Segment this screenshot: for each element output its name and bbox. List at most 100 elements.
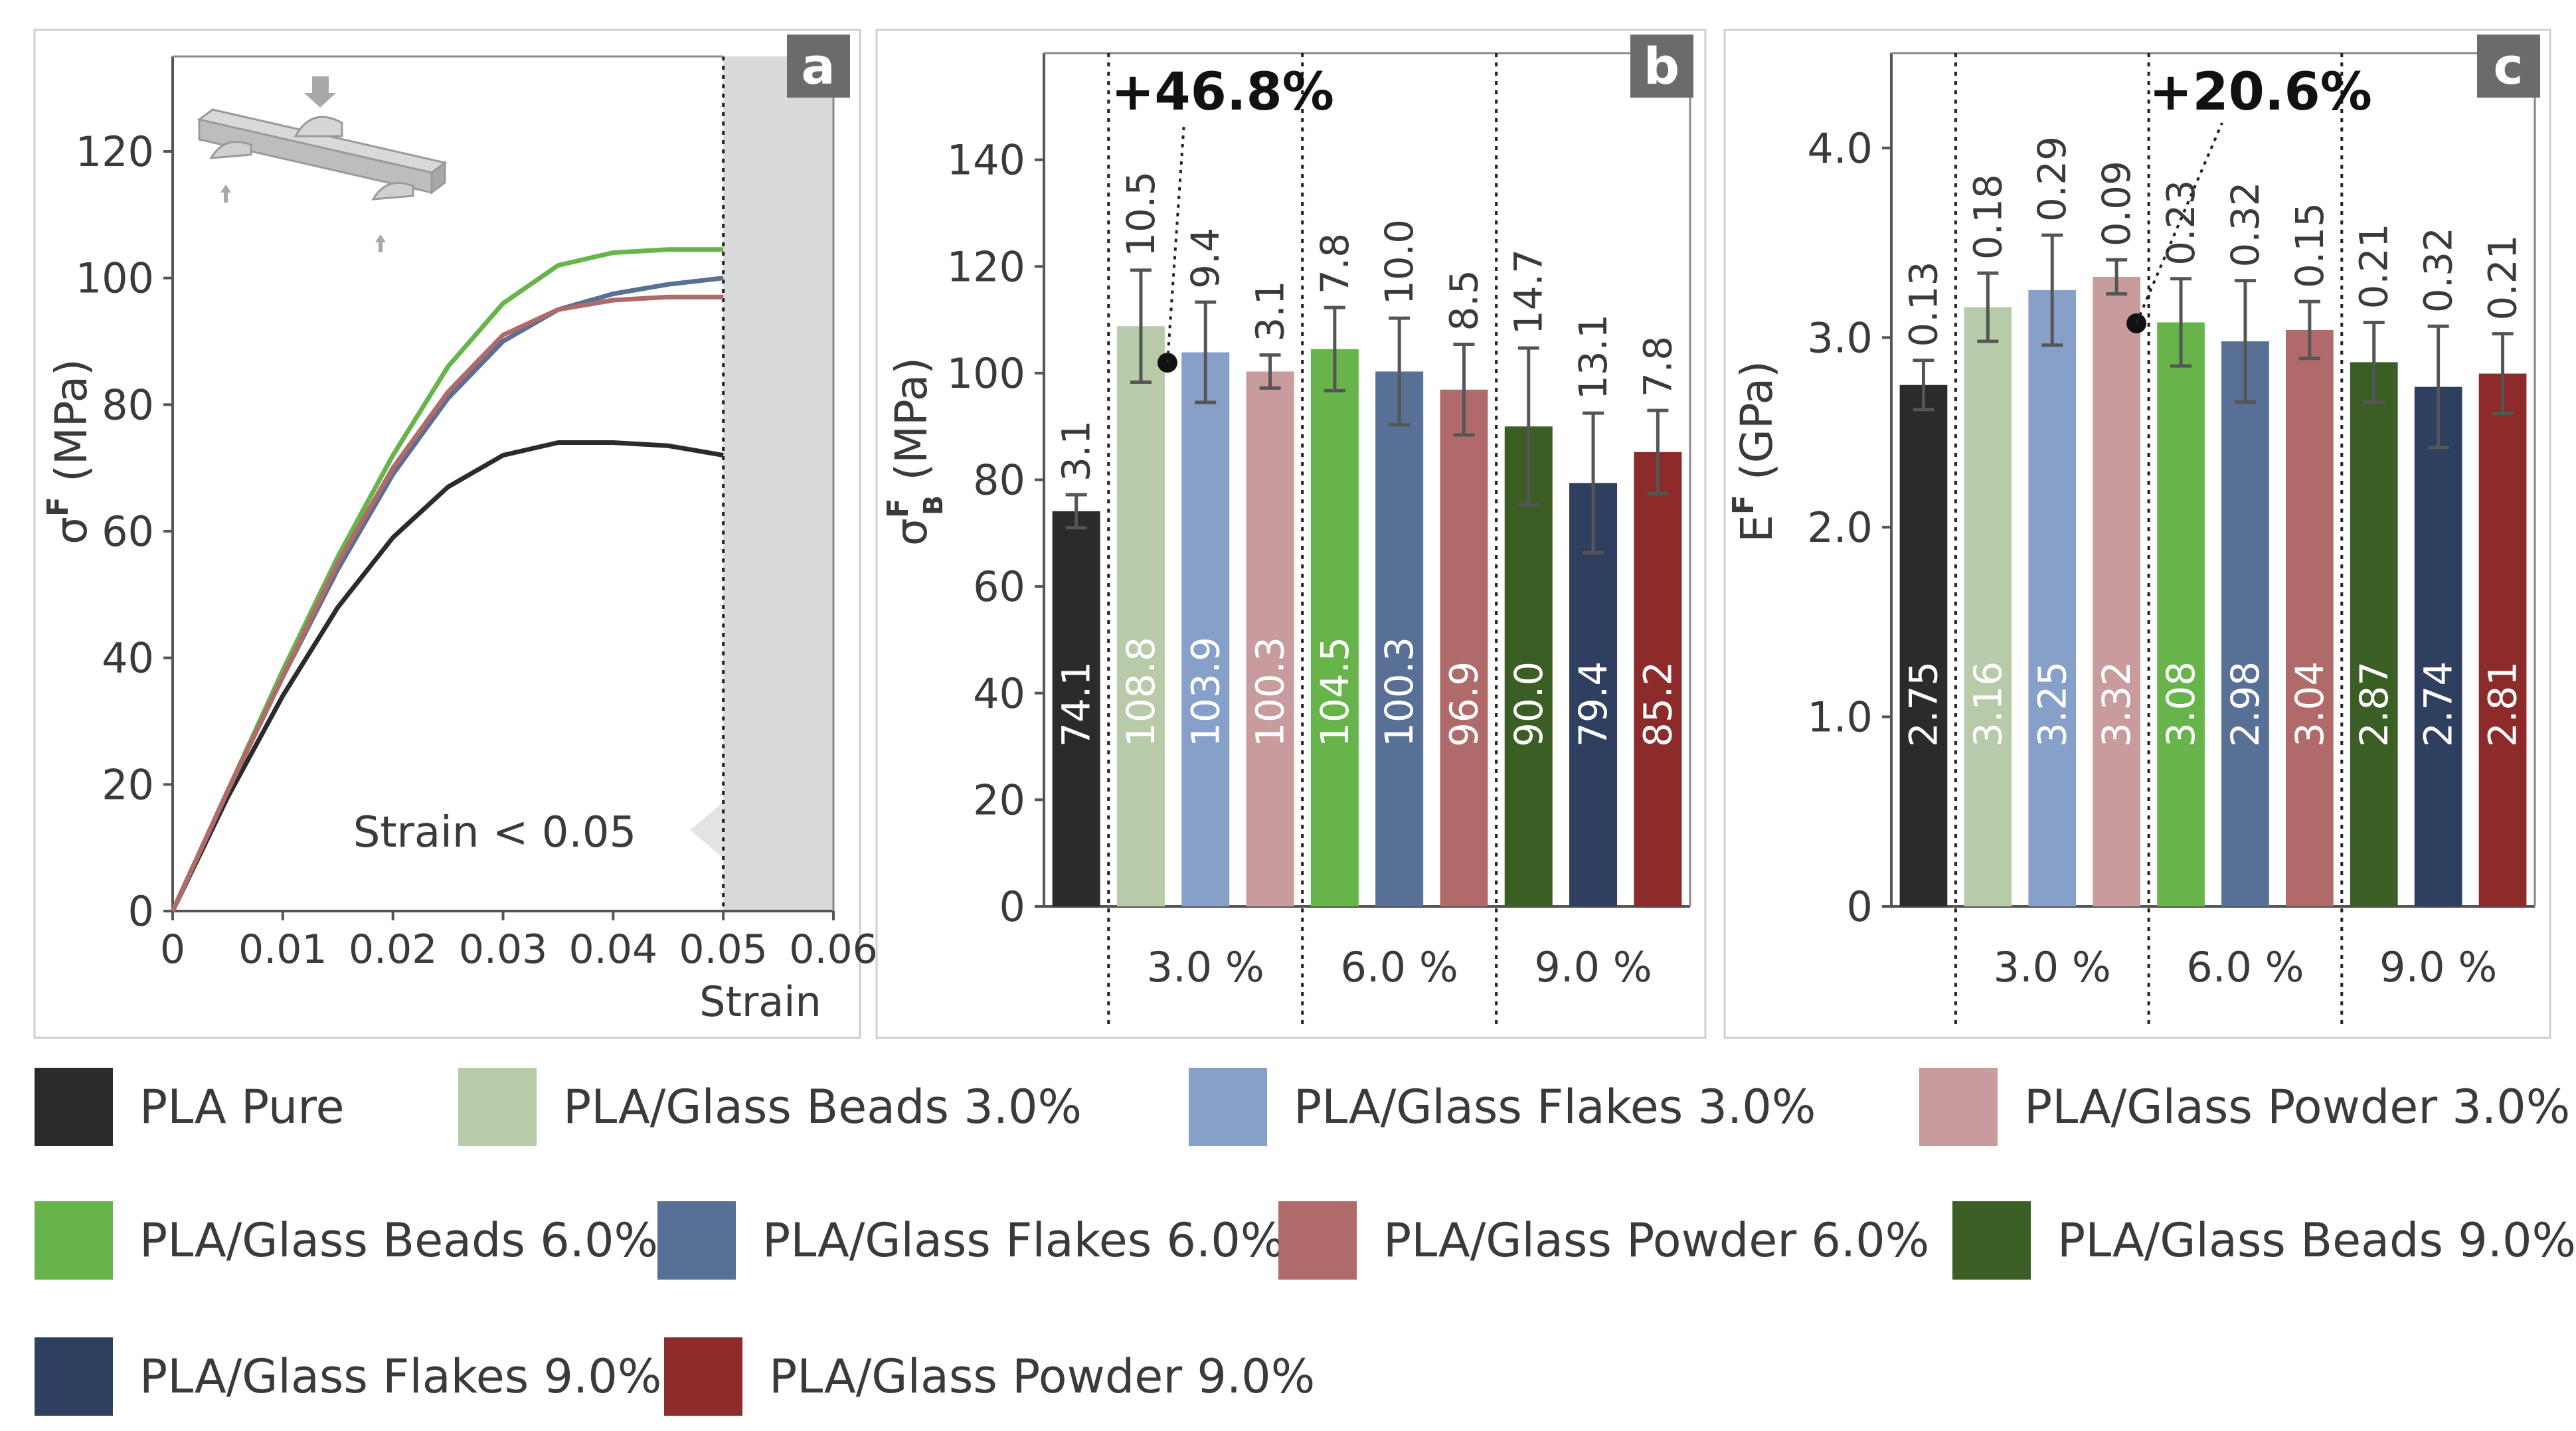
bar-value-label: 3.04 (2287, 661, 2332, 747)
y-tick-label: 40 (973, 669, 1025, 718)
y-axis-label: σF(MPa) (41, 359, 97, 545)
bar (1440, 389, 1488, 906)
bar-value-label: 90.0 (1506, 661, 1551, 747)
bar-value-label: 2.75 (1901, 661, 1946, 747)
panel-b-frame (875, 29, 1707, 1039)
group-label: 9.0 % (1534, 943, 1652, 991)
panel-c-bar-chart: 0 1.0 2.0 3.0 4.0 EF(GPa) 3.0 % 6.0 % 9.0 % 2.75 0… (1727, 35, 2540, 1026)
series-line (170, 440, 724, 912)
bar-value-label: 2.98 (2223, 661, 2268, 747)
bar-value-label: 2.74 (2416, 661, 2461, 747)
bar-error-label: 0.32 (2416, 227, 2461, 313)
bar-error-label: 7.8 (1312, 233, 1357, 294)
y-tick-label: 120 (947, 242, 1025, 291)
panel-tag-a: a (801, 37, 835, 96)
bar-value-label: 96.9 (1441, 661, 1486, 747)
bar (1899, 384, 1948, 906)
bar (1375, 371, 1424, 906)
bar-value-label: 100.3 (1377, 637, 1422, 747)
y-tick-label: 0 (1847, 883, 1873, 931)
y-tick-label: 20 (973, 776, 1025, 824)
bar-value-label: 85.2 (1635, 661, 1680, 747)
bar (1310, 349, 1359, 906)
x-tick-label: 0.05 (679, 926, 768, 973)
panel-tag-a-bg (787, 35, 850, 98)
y-tick-label: 100 (76, 254, 154, 303)
y-tick-label: 140 (947, 136, 1025, 185)
panel-tag-b-bg (1630, 35, 1693, 98)
bar-value-label: 100.3 (1248, 637, 1293, 747)
bar-error-label: 0.15 (2287, 203, 2332, 288)
bar (2093, 276, 2141, 906)
bar-error-label: 13.1 (1571, 314, 1616, 400)
y-tick-label: 60 (102, 507, 154, 556)
bar (2414, 386, 2462, 906)
bar (1181, 352, 1230, 906)
bar-value-label: 3.25 (2029, 661, 2075, 747)
three-point-bending-illustration (197, 76, 448, 252)
bar-value-label: 74.1 (1054, 661, 1099, 747)
y-tick-label: 0 (999, 883, 1025, 931)
x-tick-label: 0 (160, 926, 185, 973)
y-tick-label: 80 (102, 380, 154, 429)
x-tick-label: 0.04 (569, 926, 658, 973)
bar (1052, 511, 1100, 906)
annotation-leader (1165, 122, 1185, 363)
y-tick-label: 40 (102, 634, 154, 683)
bar (1116, 326, 1165, 906)
group-label: 3.0 % (1147, 943, 1264, 991)
bar-error-label: 14.7 (1506, 249, 1551, 335)
bar-error-label: 3.1 (1054, 420, 1099, 481)
bar (1634, 452, 1682, 906)
bar-error-label: 0.23 (2158, 180, 2203, 266)
group-label: 6.0 % (2186, 943, 2304, 991)
y-axis-label: EF(GPa) (1727, 361, 1782, 543)
bar-value-label: 108.8 (1118, 637, 1163, 747)
y-tick-label: 3.0 (1807, 313, 1873, 362)
y-tick-label: 120 (76, 127, 154, 176)
bar-error-label: 0.18 (1965, 174, 2010, 260)
bar-error-label: 0.32 (2223, 182, 2268, 268)
panel-tag-c: c (2493, 37, 2523, 96)
panel-tag-b: b (1644, 37, 1679, 96)
annotation-label: +46.8% (1111, 62, 1334, 122)
bar (2478, 373, 2527, 906)
strain-limit-shade (723, 56, 833, 911)
bar-error-label: 8.5 (1441, 270, 1486, 331)
x-tick-label: 0.01 (238, 926, 327, 973)
x-axis-label: Strain (699, 977, 821, 1026)
bar-error-label: 0.29 (2029, 136, 2075, 222)
bar (1246, 371, 1294, 906)
bar-error-label: 3.1 (1248, 280, 1293, 341)
bar-error-label: 0.13 (1901, 261, 1946, 347)
panel-tag-c-bg (2477, 35, 2540, 98)
bar (2221, 341, 2269, 906)
bar (2157, 322, 2205, 906)
panel-c-frame (1723, 29, 2551, 1039)
group-label: 6.0 % (1341, 943, 1458, 991)
y-tick-label: 0 (128, 887, 154, 936)
bar-value-label: 79.4 (1571, 661, 1616, 747)
y-tick-label: 80 (973, 456, 1025, 505)
y-tick-label: 60 (973, 562, 1025, 611)
bar (1964, 307, 2012, 907)
x-tick-label: 0.06 (789, 926, 878, 973)
bar-error-label: 10.5 (1118, 171, 1163, 257)
annotation-label: +20.6% (2149, 62, 2372, 122)
panel-b-bar-chart: 0 20 40 60 80 100 120 140 σF B(MPa) 3.0 % 6.0 % 9.0 … (881, 35, 1693, 1026)
bar-value-label: 3.16 (1965, 661, 2010, 747)
strain-limit-arrow-icon (690, 802, 724, 858)
bar-value-label: 104.5 (1312, 637, 1357, 747)
y-tick-label: 100 (947, 349, 1025, 398)
bar (2350, 362, 2398, 906)
bar-value-label: 103.9 (1183, 637, 1228, 747)
bar-value-label: 2.87 (2352, 661, 2397, 747)
bar-error-label: 9.4 (1183, 228, 1228, 289)
series-line (170, 294, 724, 912)
y-tick-label: 20 (102, 760, 154, 809)
bar-error-label: 7.8 (1635, 336, 1680, 397)
bar-value-label: 2.81 (2480, 661, 2526, 747)
group-label: 3.0 % (1994, 943, 2111, 991)
y-tick-label: 4.0 (1807, 124, 1873, 173)
